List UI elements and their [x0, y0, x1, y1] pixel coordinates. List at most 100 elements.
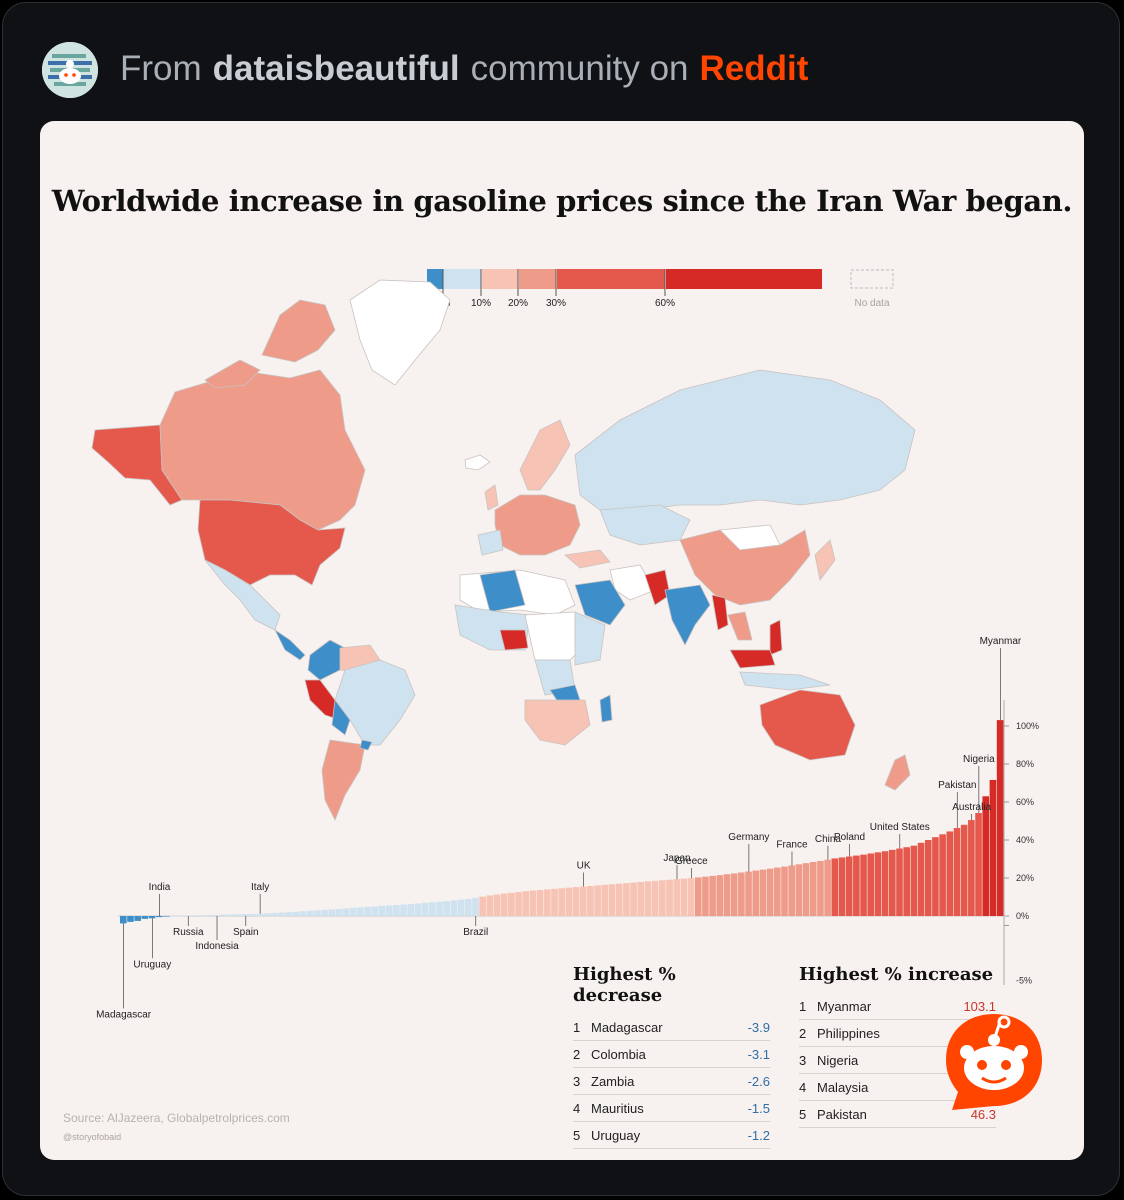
bar	[234, 914, 242, 916]
bar	[637, 881, 645, 916]
bar	[242, 914, 249, 916]
annotation-label: UK	[577, 861, 591, 872]
bar	[702, 876, 709, 916]
bar	[256, 913, 264, 916]
bar	[328, 909, 336, 916]
country-scandinavia	[519, 419, 571, 491]
bar	[759, 869, 767, 916]
bar	[450, 900, 458, 916]
community-avatar[interactable]	[42, 42, 98, 98]
bar	[213, 914, 221, 916]
bar	[436, 901, 443, 916]
country-myanmar	[711, 594, 729, 631]
bar	[809, 862, 817, 916]
bar	[630, 882, 637, 916]
bar	[831, 858, 839, 916]
bar	[601, 884, 609, 916]
bar	[184, 915, 192, 917]
bar-series	[120, 720, 1004, 924]
row-value: -2.6	[747, 1073, 770, 1089]
bar	[220, 914, 228, 916]
bar	[206, 915, 213, 916]
legend-no-data-label: No data	[854, 298, 889, 309]
bar	[464, 898, 472, 916]
bar	[429, 902, 436, 916]
y-tick-label: 0%	[1016, 911, 1029, 921]
annotation-label: Brazil	[463, 927, 488, 938]
bar	[579, 886, 587, 916]
bar	[788, 865, 795, 916]
bar	[551, 888, 558, 916]
header-prefix: From	[120, 49, 202, 88]
row-country: Nigeria	[817, 1052, 859, 1068]
bar	[917, 842, 925, 916]
bar	[443, 901, 450, 916]
bar	[903, 847, 910, 916]
annotation-label: Uruguay	[133, 959, 171, 970]
bar	[874, 852, 882, 916]
country-iceland	[464, 454, 491, 471]
bar	[349, 907, 357, 916]
bar	[982, 796, 990, 916]
country-algeria	[479, 569, 526, 613]
bar	[155, 916, 163, 918]
row-rank: 1	[799, 998, 807, 1014]
bar	[249, 913, 256, 916]
row-country: Colombia	[591, 1046, 646, 1062]
legend-tick-60: 60%	[655, 298, 675, 309]
bar	[177, 915, 185, 917]
bar	[723, 874, 731, 916]
decrease-table-title: Highest % decrease	[573, 964, 676, 1006]
bar	[493, 894, 501, 916]
bar	[565, 887, 573, 916]
bar	[824, 859, 831, 916]
bar	[960, 824, 968, 916]
site-name[interactable]: Reddit	[699, 49, 809, 88]
row-country: Pakistan	[817, 1106, 867, 1122]
country-kazakhstan	[599, 504, 691, 546]
bar	[968, 820, 975, 916]
country-brazil	[334, 659, 416, 746]
bar	[896, 848, 903, 916]
bar	[321, 909, 328, 916]
row-rank: 3	[573, 1073, 581, 1089]
legend-swatch-60-plus	[666, 269, 822, 289]
row-rank: 4	[573, 1100, 581, 1116]
country-pakistan	[644, 569, 671, 606]
community-name[interactable]: dataisbeautiful	[212, 49, 460, 88]
bar	[594, 885, 601, 916]
bar	[371, 906, 379, 916]
y-axis: 100% 80% 60% 40% 20% 0% -5%	[1003, 700, 1039, 986]
y-tick-label: 100%	[1016, 721, 1039, 731]
bar	[953, 828, 961, 916]
y-tick-label: 80%	[1016, 759, 1034, 769]
row-country: Philippines	[817, 1025, 880, 1041]
bar	[486, 895, 494, 916]
bar	[716, 875, 724, 916]
bar	[479, 896, 486, 916]
country-spain	[477, 529, 504, 556]
bar	[227, 914, 235, 916]
bar	[292, 911, 300, 916]
bar	[766, 868, 774, 916]
bar	[680, 878, 688, 916]
bar	[651, 880, 659, 916]
bar	[515, 892, 522, 916]
bar	[694, 877, 702, 916]
row-value: -3.9	[747, 1019, 770, 1035]
row-value: -1.5	[747, 1100, 770, 1116]
bar	[314, 910, 321, 916]
bar	[860, 854, 867, 916]
table-row: 5 Uruguay -1.2	[573, 1122, 770, 1149]
world-map	[91, 279, 916, 821]
bar	[522, 891, 530, 916]
row-country: Zambia	[591, 1073, 635, 1089]
bar	[120, 916, 127, 924]
country-saudi	[574, 579, 626, 626]
country-europe	[494, 494, 581, 556]
bar	[924, 840, 932, 916]
y-tick-label: 40%	[1016, 835, 1034, 845]
bar	[666, 879, 673, 916]
bar	[278, 912, 285, 916]
reddit-snoo-icon[interactable]	[942, 1010, 1046, 1114]
